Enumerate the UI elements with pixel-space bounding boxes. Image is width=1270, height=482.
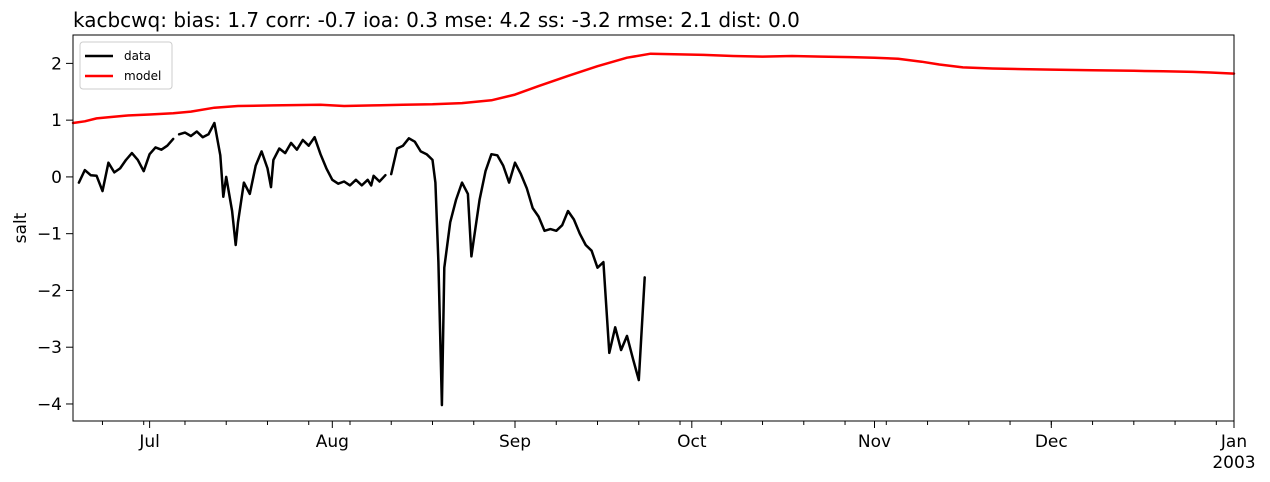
legend: data model [79, 41, 173, 90]
x-tick-label: Sep [499, 432, 531, 452]
y-axis-label: salt [11, 212, 31, 243]
y-tick-label: 0 [51, 168, 62, 188]
x-tick-label: Jul [138, 432, 160, 452]
x-tick-label: Nov [858, 432, 891, 452]
legend-label-model: model [124, 69, 161, 83]
plot-series [71, 52, 1236, 407]
chart-title: kacbcwq: bias: 1.7 corr: -0.7 ioa: 0.3 m… [73, 8, 800, 32]
series-line-model [71, 52, 1236, 125]
y-tick-label: 1 [51, 111, 62, 131]
x-tick-label: Oct [677, 432, 707, 452]
y-tick-label: −2 [37, 281, 62, 301]
y-tick-label: 2 [51, 54, 62, 74]
x-tick-label: Jan [1220, 432, 1247, 452]
x-tick-sublabel: 2003 [1212, 453, 1255, 473]
x-tick-label: Aug [316, 432, 349, 452]
x-tick-label: Dec [1035, 432, 1068, 452]
plot-frame [72, 34, 1235, 422]
y-tick-label: −1 [37, 225, 62, 245]
y-tick-label: −4 [37, 395, 62, 415]
y-tick-label: −3 [37, 338, 62, 358]
legend-label-data: data [124, 49, 151, 63]
y-axis: −4 −3 −2 −1 0 1 2 [37, 54, 73, 415]
series-line-data [77, 121, 646, 407]
